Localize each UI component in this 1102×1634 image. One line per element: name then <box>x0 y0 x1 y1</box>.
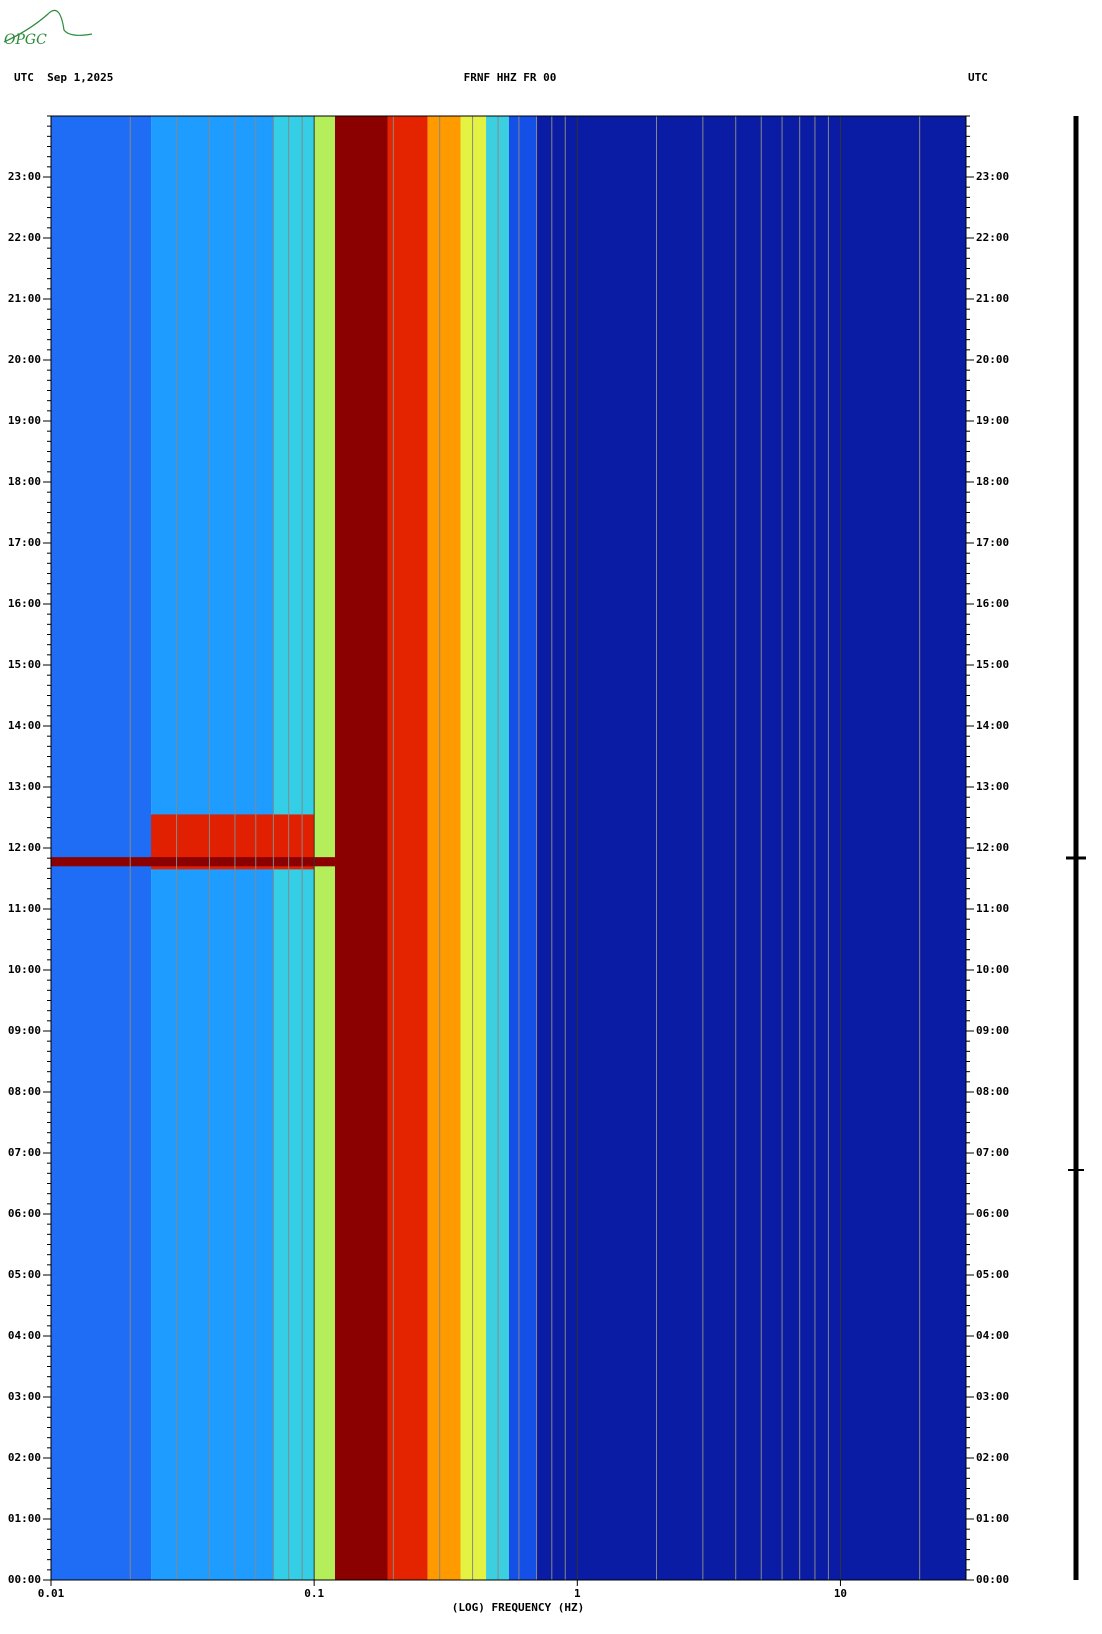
plot-frame <box>50 115 967 1581</box>
seismogram-trace <box>1066 116 1086 1580</box>
y-tick-label: 23:00 <box>8 170 41 183</box>
y-tick-label: 07:00 <box>976 1146 1009 1159</box>
y-tick-label: 00:00 <box>976 1573 1009 1586</box>
y-tick-label: 12:00 <box>8 841 41 854</box>
y-tick-label: 14:00 <box>976 719 1009 732</box>
spectral-band <box>486 116 509 1580</box>
y-tick-label: 16:00 <box>8 597 41 610</box>
y-tick-label: 08:00 <box>8 1085 41 1098</box>
y-tick-label: 06:00 <box>8 1207 41 1220</box>
y-tick-label: 21:00 <box>976 292 1009 305</box>
y-tick-label: 03:00 <box>8 1390 41 1403</box>
y-tick-label: 11:00 <box>976 902 1009 915</box>
y-tick-label: 08:00 <box>976 1085 1009 1098</box>
y-tick-label: 20:00 <box>976 353 1009 366</box>
right-header: UTC <box>968 71 988 84</box>
y-tick-label: 19:00 <box>976 414 1009 427</box>
y-tick-label: 22:00 <box>8 231 41 244</box>
y-tick-label: 04:00 <box>8 1329 41 1342</box>
spectral-band <box>508 116 537 1580</box>
y-tick-label: 09:00 <box>976 1024 1009 1037</box>
x-tick-label: 10 <box>834 1587 847 1600</box>
y-tick-label: 05:00 <box>8 1268 41 1281</box>
y-tick-label: 12:00 <box>976 841 1009 854</box>
y-tick-label: 23:00 <box>976 170 1009 183</box>
y-tick-label: 13:00 <box>976 780 1009 793</box>
left-header: UTC Sep 1,2025 <box>14 71 113 84</box>
y-tick-label: 15:00 <box>976 658 1009 671</box>
logo-mark <box>3 9 93 43</box>
spectral-band <box>334 116 388 1580</box>
y-tick-label: 01:00 <box>976 1512 1009 1525</box>
x-tick-label: 1 <box>574 1587 581 1600</box>
spectral-band <box>387 116 428 1580</box>
chart-title: FRNF HHZ FR 00 <box>464 71 557 84</box>
spectral-band <box>427 116 461 1580</box>
y-tick-label: 09:00 <box>8 1024 41 1037</box>
y-tick-label: 20:00 <box>8 353 41 366</box>
y-tick-label: 02:00 <box>8 1451 41 1464</box>
y-tick-label: 15:00 <box>8 658 41 671</box>
y-tick-label: 22:00 <box>976 231 1009 244</box>
spectral-band <box>536 116 966 1580</box>
y-tick-label: 05:00 <box>976 1268 1009 1281</box>
y-tick-label: 10:00 <box>8 963 41 976</box>
spectral-band <box>51 116 152 1580</box>
y-tick-label: 18:00 <box>8 475 41 488</box>
y-tick-label: 19:00 <box>8 414 41 427</box>
y-tick-label: 16:00 <box>976 597 1009 610</box>
logo: OPGC <box>4 32 47 48</box>
y-tick-label: 14:00 <box>8 719 41 732</box>
y-tick-label: 03:00 <box>976 1390 1009 1403</box>
x-tick-label: 0.1 <box>304 1587 324 1600</box>
y-tick-label: 18:00 <box>976 475 1009 488</box>
spectral-band <box>460 116 487 1580</box>
x-axis-label: (LOG) FREQUENCY (HZ) <box>452 1601 584 1614</box>
y-tick-label: 01:00 <box>8 1512 41 1525</box>
y-tick-label: 13:00 <box>8 780 41 793</box>
y-tick-label: 00:00 <box>8 1573 41 1586</box>
y-tick-label: 06:00 <box>976 1207 1009 1220</box>
y-tick-label: 07:00 <box>8 1146 41 1159</box>
y-tick-label: 10:00 <box>976 963 1009 976</box>
spectral-band <box>314 116 335 1580</box>
y-tick-label: 04:00 <box>976 1329 1009 1342</box>
y-tick-label: 21:00 <box>8 292 41 305</box>
y-tick-label: 17:00 <box>976 536 1009 549</box>
y-tick-label: 17:00 <box>8 536 41 549</box>
y-tick-label: 02:00 <box>976 1451 1009 1464</box>
x-tick-label: 0.01 <box>38 1587 65 1600</box>
y-tick-label: 11:00 <box>8 902 41 915</box>
event-band <box>51 857 335 867</box>
